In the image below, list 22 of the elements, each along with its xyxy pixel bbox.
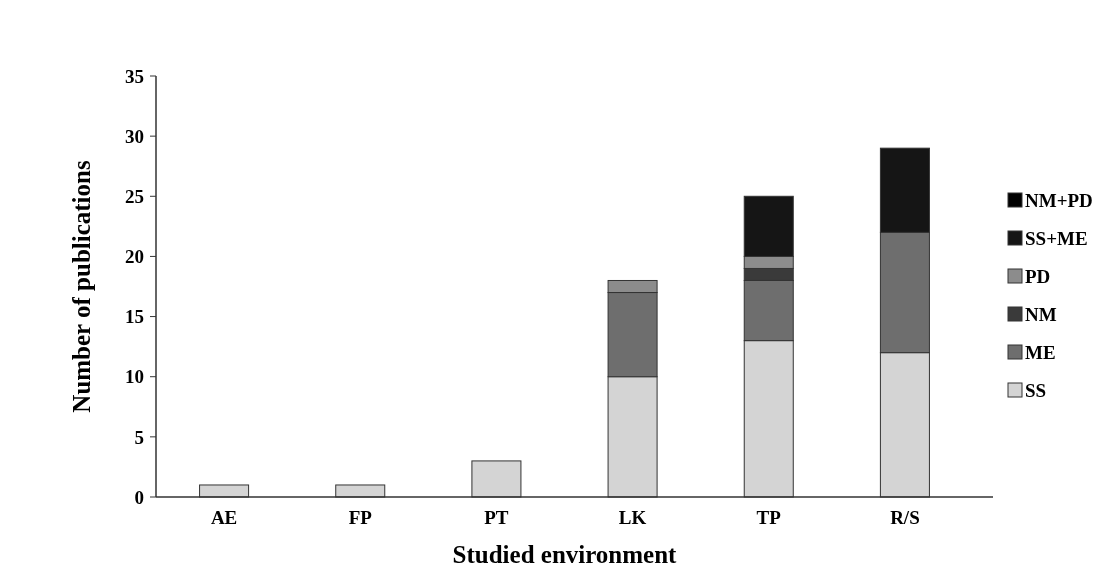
y-tick-label: 20: [125, 246, 144, 268]
y-tick-label: 30: [125, 125, 144, 147]
legend-label: NM: [1025, 303, 1057, 325]
legend-label: NM+PD: [1025, 189, 1093, 211]
legend-label: ME: [1025, 341, 1056, 363]
y-tick-label: 0: [134, 486, 144, 508]
y-tick-label: 35: [125, 65, 144, 87]
y-tick-label: 25: [125, 185, 144, 207]
x-tick-label: TP: [756, 507, 782, 528]
y-tick-label: 15: [125, 306, 144, 328]
x-tick-label: PT: [484, 507, 509, 528]
x-tick-label: FP: [348, 507, 373, 528]
legend-label: SS: [1025, 379, 1047, 401]
legend-label: PD: [1025, 265, 1051, 287]
y-tick-label: 5: [134, 426, 144, 448]
y-tick-label: 10: [125, 366, 144, 388]
legend-label: SS+ME: [1025, 227, 1088, 249]
x-tick-label: AE: [210, 507, 238, 528]
x-tick-label: LK: [618, 507, 647, 528]
x-axis-title: Studied environment: [452, 541, 678, 568]
x-tick-label: R/S: [890, 507, 920, 528]
y-axis-title: Number of publications: [68, 160, 95, 413]
